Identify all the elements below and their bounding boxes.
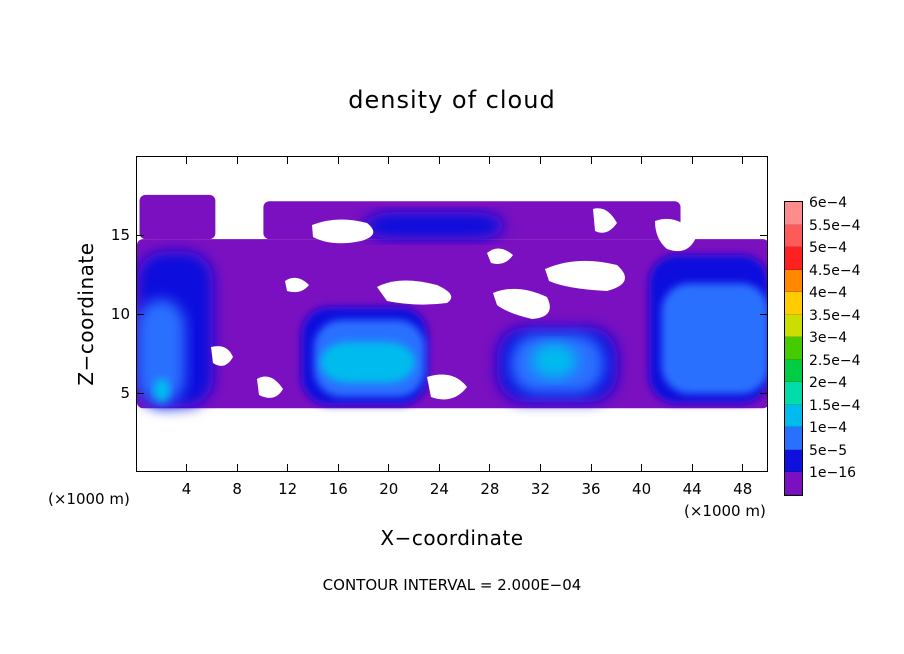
cloud-region [661,283,767,394]
x-tick-mark [691,156,693,164]
cloud-gap [655,218,697,252]
colorbar-swatch [785,314,802,337]
x-tick-mark [186,156,188,164]
colorbar-swatch [785,404,802,427]
x-tick-mark [590,156,592,164]
x-tick-label: 12 [278,480,298,498]
x-tick-mark [236,156,238,164]
colorbar-swatch [785,449,802,472]
x-tick-mark [489,464,491,472]
colorbar-label: 4e−4 [809,285,848,301]
colorbar-swatch [785,292,802,315]
x-tick-mark [236,464,238,472]
y-tick-mark [760,313,768,315]
colorbar-label: 5e−4 [809,240,848,256]
colorbar-swatch [785,359,802,382]
cloud-gap [211,346,233,366]
x-tick-label: 36 [581,480,601,498]
x-tick-label: 44 [682,480,702,498]
colorbar-label: 1e−16 [809,465,857,481]
cloud-region [320,341,416,383]
x-tick-mark [539,156,541,164]
cloud-region [137,299,186,406]
contour-interval-note: CONTOUR INTERVAL = 2.000E−04 [322,576,582,594]
plot-area [136,156,768,472]
x-tick-mark [641,156,643,164]
x-tick-mark [691,464,693,472]
colorbar [784,201,803,496]
cloud-gap [312,219,374,244]
x-tick-label: 8 [232,480,242,498]
x-tick-mark [590,464,592,472]
x-tick-mark [186,464,188,472]
y-tick-label: 15 [110,226,130,244]
colorbar-label: 5e−5 [809,442,848,459]
colorbar-label: 1.5e−4 [809,397,861,414]
x-tick-mark [287,464,289,472]
x-tick-mark [742,156,744,164]
y-axis-label: Z−coordinate [74,242,98,386]
cloud-gap [257,376,283,398]
cloud-gap [493,288,550,319]
colorbar-label: 5.5e−4 [809,217,861,234]
x-tick-label: 28 [480,480,500,498]
colorbar-swatch [785,382,802,405]
x-tick-label: 40 [632,480,652,498]
colorbar-label: 1e−4 [809,420,848,436]
x-tick-mark [489,156,491,164]
x-tick-mark [337,156,339,164]
x-tick-mark [388,464,390,472]
colorbar-label: 2e−4 [809,375,848,391]
heatmap-svg [137,194,767,409]
cloud-gap [545,260,625,291]
cloud-gap [487,248,513,264]
cloud-region [139,194,216,240]
y-tick-label: 10 [110,305,130,323]
cloud-gap [285,277,309,293]
x-tick-mark [742,464,744,472]
cloud-region [364,212,504,240]
y-tick-mark [136,392,144,394]
x-tick-label: 48 [733,480,753,498]
x-tick-label: 4 [181,480,192,498]
cloud-region [531,343,577,379]
x-tick-label: 20 [379,480,399,498]
colorbar-swatch [785,224,802,247]
x-tick-mark [388,156,390,164]
colorbar-label: 2.5e−4 [809,352,861,369]
x-axis-label: X−coordinate [380,526,524,550]
y-tick-label: 5 [120,384,130,402]
cloud-gap [427,374,467,400]
cloud-gap [593,208,617,233]
x-unit-left: (×1000 m) [48,490,130,508]
x-tick-mark [641,464,643,472]
y-tick-mark [760,234,768,236]
x-tick-mark [287,156,289,164]
x-unit-right: (×1000 m) [684,502,766,520]
colorbar-label: 4.5e−4 [809,262,861,279]
cloud-region [153,378,170,402]
x-tick-mark [539,464,541,472]
colorbar-swatch [785,337,802,360]
y-tick-mark [760,392,768,394]
x-tick-label: 32 [530,480,551,498]
y-tick-mark [136,234,144,236]
colorbar-label: 3.5e−4 [809,307,861,324]
chart-title: density of cloud [348,86,556,114]
colorbar-swatch [785,472,802,495]
x-tick-mark [438,464,440,472]
x-tick-label: 16 [328,480,348,498]
x-tick-mark [337,464,339,472]
colorbar-swatch [785,202,802,225]
x-tick-mark [438,156,440,164]
y-tick-mark [136,313,144,315]
colorbar-swatch [785,269,802,292]
x-tick-label: 24 [429,480,449,498]
colorbar-label: 3e−4 [809,330,848,346]
colorbar-swatch [785,247,802,270]
cloud-gap [377,280,452,305]
colorbar-label: 6e−4 [809,195,848,211]
colorbar-swatch [785,427,802,450]
